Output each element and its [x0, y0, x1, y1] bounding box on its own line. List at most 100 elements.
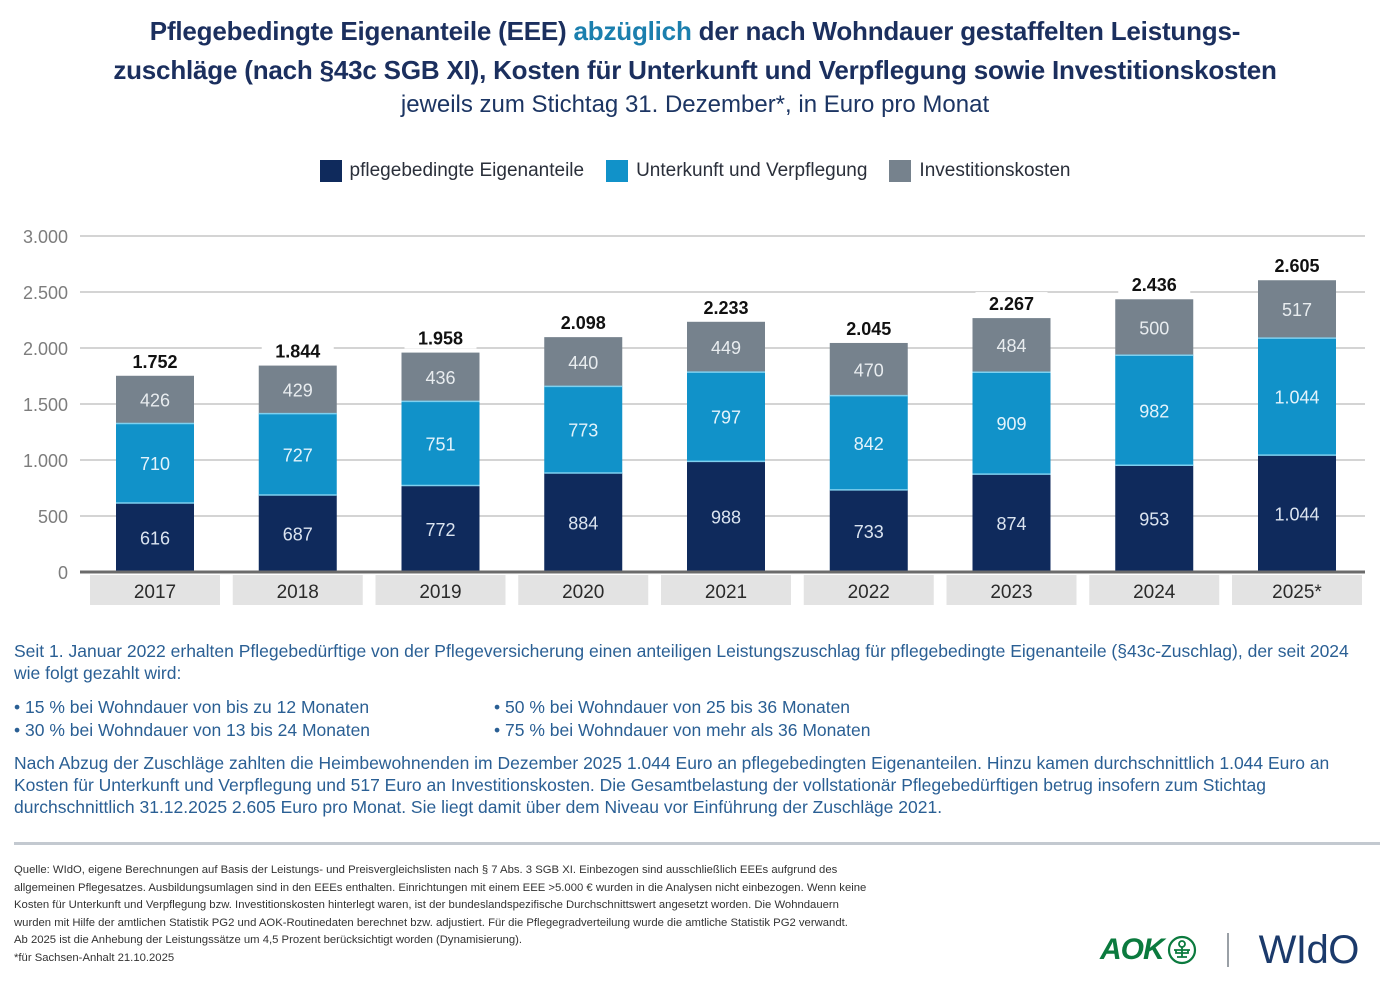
legend-swatch-invest	[889, 160, 912, 182]
surcharge-item: • 75 % bei Wohndauer von mehr als 36 Mon…	[494, 720, 871, 740]
segment-value-label: 797	[711, 408, 741, 428]
total-label-backdrop	[975, 292, 1048, 315]
total-value-label: 2.233	[703, 298, 748, 318]
segment-value-label: 616	[140, 529, 170, 549]
total-value-label: 2.098	[561, 313, 606, 333]
segment-value-label: 751	[425, 434, 455, 454]
y-tick-label: 500	[38, 507, 68, 527]
legend-swatch-unterkunft	[606, 160, 629, 182]
legend-item-pflege: pflegebedingte Eigenanteile	[319, 160, 584, 182]
source-line: wurden mit Hilfe der amtlichen Statistik…	[14, 916, 848, 929]
y-tick-label: 1.000	[23, 451, 68, 471]
bar-segment-pflege	[1115, 465, 1194, 572]
segment-value-label: 687	[283, 525, 313, 545]
data-labels: 2017 616 710 426 1.752 2018 687 727 429 1.844 2019…	[119, 254, 1333, 603]
segment-value-label: 1.044	[1274, 388, 1319, 408]
source-line: allgemeinen Pflegesatzes. Ausbildungsuml…	[14, 881, 867, 894]
segment-value-label: 426	[140, 391, 170, 411]
total-value-label: 2.267	[989, 294, 1034, 314]
surcharge-item: • 50 % bei Wohndauer von 25 bis 36 Monat…	[494, 697, 851, 717]
segment-value-label: 436	[425, 368, 455, 388]
segment-value-label: 710	[140, 454, 170, 474]
total-label-backdrop	[1261, 254, 1333, 277]
footnote-line: *für Sachsen-Anhalt 21.10.2025	[14, 951, 175, 964]
bar-segment-unterkunft	[829, 395, 908, 490]
bar-segment-invest	[829, 342, 908, 396]
segment-value-label: 727	[283, 445, 313, 465]
total-label-backdrop	[832, 316, 905, 339]
bar-segment-unterkunft	[401, 401, 480, 486]
y-tick-label: 0	[58, 563, 68, 583]
bar-segment-invest	[544, 337, 623, 387]
chart-subtitle: jeweils zum Stichtag 31. Dezember*, in E…	[400, 91, 990, 118]
category-label-bg	[232, 575, 363, 605]
stacked-bar-chart: 0 500 1.000 1.500 2.000 2.500 3.000 2017 616 710…	[23, 227, 1365, 605]
bars	[116, 280, 1336, 572]
category-label-bg	[803, 575, 934, 605]
segment-value-label: 988	[711, 508, 741, 528]
section-divider	[14, 842, 1380, 845]
segment-value-label: 1.044	[1274, 505, 1319, 525]
y-axis-ticks: 0 500 1.000 1.500 2.000 2.500 3.000	[23, 227, 68, 583]
bar-segment-invest	[401, 352, 480, 402]
bar-segment-unterkunft	[1115, 355, 1194, 466]
segment-value-label: 842	[854, 434, 884, 454]
aok-tree-emblem-icon	[1167, 935, 1196, 965]
bar-segment-invest	[116, 375, 194, 424]
chart-legend: pflegebedingte Eigenanteile Unterkunft u…	[0, 160, 1390, 182]
source-line: Ab 2025 ist die Anhebung der Leistungssä…	[14, 934, 523, 946]
intro-paragraph: Seit 1. Januar 2022 erhalten Pflegebedür…	[14, 641, 1349, 683]
legend-label: Investitionskosten	[919, 160, 1071, 181]
segment-value-label: 440	[568, 353, 598, 373]
total-label-backdrop	[1118, 273, 1191, 296]
wido-logo: WIdO	[1258, 927, 1360, 972]
total-label-backdrop	[547, 311, 620, 334]
segment-value-label: 470	[854, 360, 884, 380]
category-label-backgrounds	[90, 575, 1362, 605]
category-label-bg	[1089, 575, 1220, 605]
source-line: Kosten für Unterkunft und Verpflegung bz…	[14, 899, 839, 911]
category-label-bg	[661, 575, 791, 605]
bar-segment-unterkunft	[544, 386, 623, 473]
bar-segment-invest	[1115, 299, 1194, 356]
aok-logo: AOK	[1100, 933, 1165, 966]
source-note: Quelle: WIdO, eigene Berechnungen auf Ba…	[14, 862, 1094, 967]
segment-value-label: 484	[996, 336, 1026, 356]
logo-bar: AOK WIdO	[1100, 920, 1385, 980]
total-label-backdrop	[261, 339, 334, 362]
surcharge-item: • 15 % bei Wohndauer von bis zu 12 Monat…	[14, 697, 370, 717]
total-label-backdrop	[119, 349, 191, 372]
x-tick-label: 2022	[848, 582, 890, 603]
segment-value-label: 909	[996, 414, 1026, 434]
segment-value-label: 773	[568, 421, 598, 441]
surcharge-item: • 30 % bei Wohndauer von 13 bis 24 Monat…	[14, 720, 371, 740]
y-tick-label: 2.000	[23, 339, 68, 359]
segment-value-label: 517	[1282, 300, 1312, 320]
segment-value-label: 733	[854, 522, 884, 542]
category-label-bg	[946, 575, 1077, 605]
legend-item-unterkunft: Unterkunft und Verpflegung	[606, 160, 867, 182]
segment-value-label: 772	[425, 520, 455, 540]
bar-segment-unterkunft	[116, 423, 194, 504]
total-value-label: 2.045	[846, 319, 891, 339]
y-tick-label: 2.500	[23, 283, 68, 303]
total-value-label: 1.958	[418, 329, 463, 349]
segment-value-label: 449	[711, 338, 741, 358]
total-value-label: 2.605	[1274, 256, 1319, 276]
x-tick-label: 2018	[277, 582, 319, 603]
segment-value-label: 884	[568, 513, 598, 533]
bar-segment-invest	[1258, 280, 1336, 339]
category-label-bg	[375, 575, 506, 605]
bar-segment-unterkunft	[972, 372, 1051, 475]
x-tick-label: 2017	[134, 582, 176, 603]
bar-segment-pflege	[1258, 455, 1336, 572]
category-label-bg	[90, 575, 220, 605]
x-tick-label: 2019	[419, 582, 461, 603]
x-tick-label: 2025*	[1272, 582, 1322, 603]
total-label-backdrop	[404, 326, 477, 349]
category-label-bg	[1232, 575, 1362, 605]
title-line-1: Pflegebedingte Eigenanteile (EEE) abzügl…	[149, 16, 1241, 46]
category-label-bg	[518, 575, 649, 605]
segment-value-label: 500	[1139, 318, 1169, 338]
summary-paragraph: Nach Abzug der Zuschläge zahlten die Hei…	[14, 753, 1330, 817]
